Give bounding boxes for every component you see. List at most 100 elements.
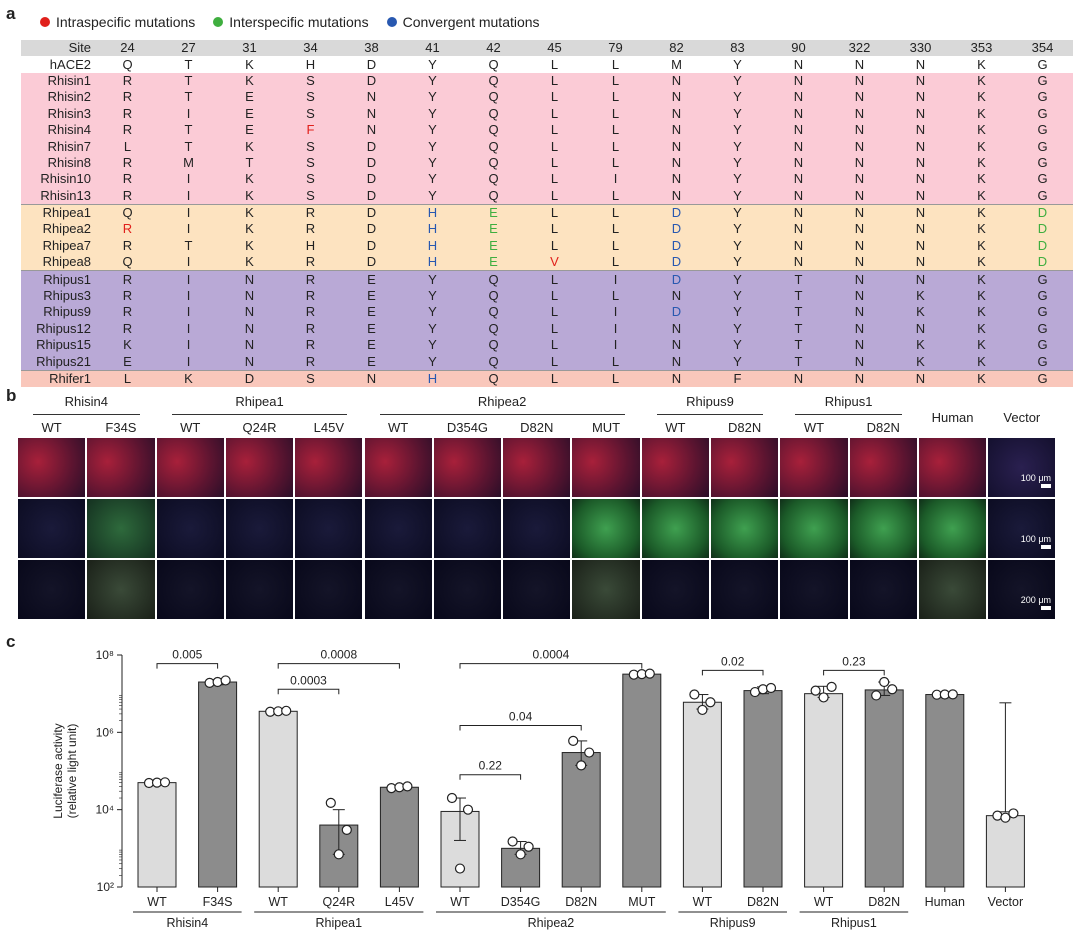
residue-cell: E [219,105,280,122]
residue-cell: T [158,237,219,255]
residue-cell: M [158,154,219,172]
table-row: Rhisin1 R T K S D Y Q L L N Y N N N K G [21,72,1073,90]
microscopy-tile [432,437,503,498]
residue-cell: D [1012,237,1073,255]
microscopy-condition-label: WT [41,420,62,435]
table-row: Rhipea8 Q I K R D H E V L D Y N N N K D [21,254,1073,271]
residue-cell: N [829,105,890,122]
data-point [515,849,526,860]
residue-cell: Y [402,353,463,371]
row-name: hACE2 [49,56,91,72]
microscopy-tile [363,559,433,620]
residue-cell: L [524,89,585,106]
data-point [644,668,655,679]
residue-cell: Y [402,187,463,205]
residue-cell: N [768,72,829,90]
microscopy-condition-label: F34S [105,420,137,435]
residue-cell: K [951,353,1012,371]
microscopy-tile [224,498,295,559]
residue-cell: D [646,221,707,238]
site-number: 45 [524,40,585,57]
residue-cell: Y [402,337,463,354]
residue-cell: I [158,353,219,371]
row-name: Rhipus3 [21,287,97,305]
table-row: Rhipus9 R I N R E Y Q L I D Y T N K K G [21,304,1073,321]
residue-cell: T [158,138,219,155]
residue-cell: T [768,320,829,338]
residue-cell: D [646,203,707,222]
residue-cell: Y [707,203,768,222]
p-value-label: 0.0004 [533,648,570,662]
residue-cell: N [768,154,829,172]
microscopy-tile [987,559,1057,620]
residue-cell: Y [402,320,463,338]
row-name: Rhisin10 [21,171,97,188]
residue-cell: Y [402,287,463,305]
row-name: Rhipus15 [21,337,97,354]
microscopy-condition-label: WT [803,420,825,435]
data-point [887,684,898,695]
residue-cell: N [646,72,707,90]
residue-cell: Q [463,287,524,305]
microscopy-condition-label: D82N [866,420,900,435]
residue-cell: T [184,56,193,72]
data-point [576,760,587,771]
residue-cell: G [1012,270,1073,288]
bar [561,752,601,888]
group-label: Rhisin4 [166,916,208,930]
residue-cell: N [890,72,951,90]
p-value-label: 0.22 [479,759,503,773]
residue-cell: K [951,154,1012,172]
residue-cell: L [524,171,585,188]
residue-cell: R [280,287,341,305]
data-point [1008,808,1019,819]
residue-cell: G [1012,353,1073,371]
residue-cell: L [524,304,585,321]
legend-convergent: Convergent mutations [386,14,540,30]
residue-cell: R [280,203,341,222]
residue-cell: T [158,89,219,106]
microscopy-condition-label: Q24R [242,420,277,435]
table-row: Rhipea2 R I K R D H E L L D Y N N N K D [21,221,1073,238]
residue-cell: L [585,89,646,106]
category-label: Q24R [322,895,355,909]
residue-cell: L [524,221,585,238]
residue-cell: K [951,89,1012,106]
residue-cell: L [97,138,158,155]
table-row: hACE2 Q T K H D Y Q L L M Y N N N K G [21,56,1073,72]
residue-cell: I [158,203,219,222]
residue-cell: G [1012,154,1073,172]
legend-label: Intraspecific mutations [56,14,196,30]
site-number: 90 [768,40,829,57]
residue-cell: N [829,72,890,90]
residue-cell: N [915,56,926,72]
y-axis-label-line: Luciferase activity [51,723,65,818]
microscopy-tile [86,437,156,498]
residue-cell: Y [402,270,463,288]
row-name: Rhisin2 [21,89,97,106]
residue-cell: Y [402,171,463,188]
data-point [281,705,292,716]
residue-cell: G [1012,187,1073,205]
microscopy-tile [710,437,780,498]
residue-cell: N [829,353,890,371]
residue-cell: M [671,56,682,72]
residue-cell: L [585,121,646,139]
residue-cell: K [951,121,1012,139]
legend-intraspecific: Intraspecific mutations [40,14,195,30]
microscopy-group-label: Rhipea1 [235,394,284,409]
residue-cell: L [611,56,620,72]
residue-cell: R [97,89,158,106]
residue-cell: Y [707,72,768,90]
residue-cell: Q [463,337,524,354]
microscopy-tile [294,437,364,498]
residue-cell: Y [402,304,463,321]
residue-cell: R [97,304,158,321]
residue-cell: N [768,237,829,255]
residue-cell: Y [428,56,437,72]
residue-cell: T [768,304,829,321]
comparison-bracket [823,669,885,676]
residue-cell: D [341,254,402,271]
residue-cell: D [646,270,707,288]
comparison-bracket [459,774,522,780]
